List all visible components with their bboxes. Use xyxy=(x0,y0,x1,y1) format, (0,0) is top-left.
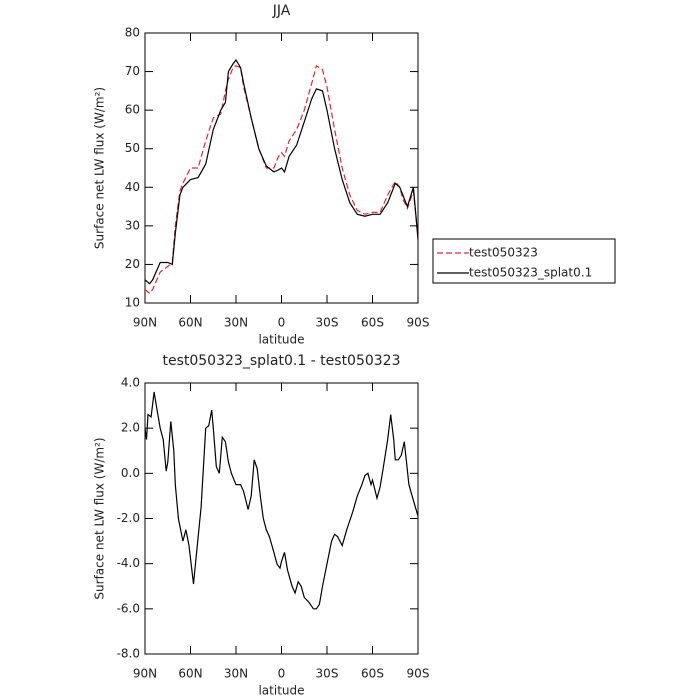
y-tick-label: -2.0 xyxy=(117,511,140,525)
x-tick-label: 90S xyxy=(407,667,430,681)
chart-title: test050323_splat0.1 - test050323 xyxy=(162,353,400,369)
y-tick-label: 20 xyxy=(125,257,140,271)
x-axis-label: latitude xyxy=(258,684,304,698)
y-tick-label: -6.0 xyxy=(117,601,140,615)
x-tick-label: 60N xyxy=(178,316,202,330)
y-tick-label: 10 xyxy=(125,296,140,310)
x-tick-label: 30S xyxy=(316,667,339,681)
x-tick-label: 60N xyxy=(178,667,202,681)
y-tick-label: 60 xyxy=(125,103,140,117)
y-tick-label: 4.0 xyxy=(121,376,140,390)
x-tick-label: 90N xyxy=(133,667,157,681)
x-tick-label: 90S xyxy=(407,316,430,330)
y-axis-label: Surface net LW flux (W/m²) xyxy=(93,437,107,599)
legend-box xyxy=(432,238,616,284)
x-tick-label: 30S xyxy=(316,316,339,330)
y-axis-label: Surface net LW flux (W/m²) xyxy=(93,87,107,249)
y-tick-label: 40 xyxy=(125,180,140,194)
y-tick-label: 70 xyxy=(125,64,140,78)
x-tick-label: 90N xyxy=(133,316,157,330)
plot-frame xyxy=(144,382,419,655)
x-tick-label: 60S xyxy=(361,667,384,681)
x-tick-label: 60S xyxy=(361,316,384,330)
legend-label: test050323_splat0.1 xyxy=(469,266,592,280)
x-tick-label: 30N xyxy=(224,316,248,330)
y-tick-label: 0.0 xyxy=(121,466,140,480)
legend-label: test050323 xyxy=(469,246,538,260)
chart-title: JJA xyxy=(272,3,291,19)
data-line xyxy=(144,391,419,610)
x-tick-label: 30N xyxy=(224,667,248,681)
y-tick-label: 30 xyxy=(125,218,140,232)
data-line xyxy=(144,64,419,295)
x-tick-label: 0 xyxy=(278,667,286,681)
y-tick-label: -8.0 xyxy=(117,647,140,661)
x-tick-label: 0 xyxy=(278,316,286,330)
data-line xyxy=(144,58,419,285)
y-tick-label: 80 xyxy=(125,26,140,40)
x-axis-label: latitude xyxy=(258,333,304,347)
y-tick-label: 50 xyxy=(125,141,140,155)
y-tick-label: 2.0 xyxy=(121,421,140,435)
y-tick-label: -4.0 xyxy=(117,556,140,570)
